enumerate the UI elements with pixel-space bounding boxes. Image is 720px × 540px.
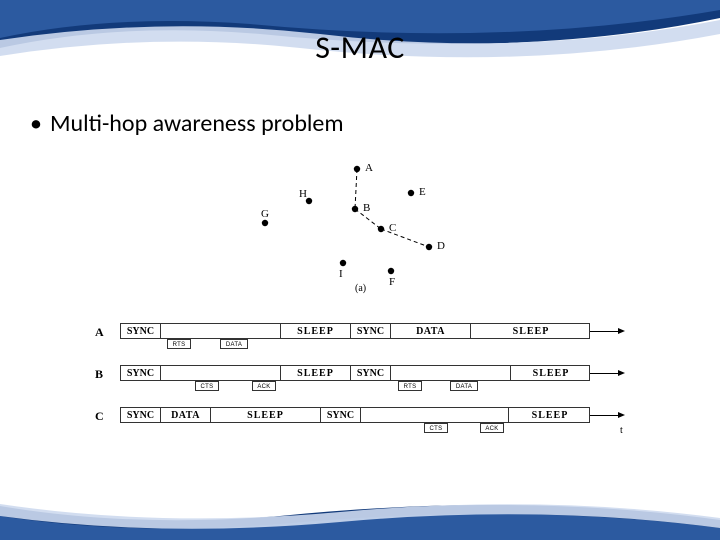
slide: S-MAC • Multi-hop awareness problem A E H B…: [0, 0, 720, 540]
timeline-segment-sync: SYNC: [321, 408, 361, 422]
bullet-marker: •: [30, 110, 42, 138]
time-axis-label: t: [620, 425, 623, 436]
network-node: [354, 166, 360, 172]
network-node-label: A: [365, 162, 373, 174]
figure-area: AEHBGCDIF(a) ASYNCSLEEPSYNCDATASLEEPRTSD…: [95, 155, 625, 475]
timeline-segment-sleep: SLEEP: [509, 408, 591, 422]
timeline-row-label: C: [95, 409, 104, 424]
timeline-segment-sync: SYNC: [121, 324, 161, 338]
network-edge: [355, 169, 357, 209]
timeline-segment-sync: SYNC: [121, 408, 161, 422]
network-node-label: B: [363, 202, 370, 214]
network-node-label: I: [339, 268, 343, 280]
timeline-segment-data: DATA: [161, 408, 211, 422]
timeline-segment-gap: [391, 366, 511, 380]
network-node: [262, 220, 268, 226]
network-node: [352, 206, 358, 212]
timeline-bar: SYNCSLEEPSYNCDATASLEEP: [120, 323, 590, 339]
timeline-segment-sync: SYNC: [351, 366, 391, 380]
timeline-segment-gap: [361, 408, 509, 422]
network-node-label: C: [389, 222, 396, 234]
bullet-row: • Multi-hop awareness problem: [30, 110, 690, 138]
bullet-text: Multi-hop awareness problem: [50, 110, 344, 138]
network-node: [378, 226, 384, 232]
timeline-smallbox: RTS: [167, 339, 191, 349]
timeline-segment-gap: [161, 366, 281, 380]
timeline-segment-sync: SYNC: [351, 324, 391, 338]
timeline-smallbox: CTS: [195, 381, 219, 391]
network-node-label: E: [419, 186, 426, 198]
timeline-row: SYNCSLEEPSYNCDATASLEEPRTSDATA: [120, 323, 630, 363]
timeline-segment-sleep: SLEEP: [471, 324, 591, 338]
network-node: [408, 190, 414, 196]
network-diagram: A E H B G C D I F (a): [95, 155, 625, 305]
timeline-bar: SYNCDATASLEEPSYNCSLEEP: [120, 407, 590, 423]
timeline-axis: [590, 373, 620, 374]
timeline-segment-sync: SYNC: [121, 366, 161, 380]
footer-decoration: [0, 498, 720, 540]
timeline-axis: [590, 331, 620, 332]
timeline-smallbox: ACK: [252, 381, 276, 391]
timeline-bar: SYNCSLEEPSYNCSLEEP: [120, 365, 590, 381]
network-node-label: G: [261, 208, 269, 220]
timeline-smallbox: DATA: [450, 381, 478, 391]
timeline-segment-sleep: SLEEP: [211, 408, 321, 422]
timeline-smallbox: ACK: [480, 423, 504, 433]
network-node-label: D: [437, 240, 445, 252]
timeline-segment-sleep: SLEEP: [281, 324, 351, 338]
timeline-segment-gap: [161, 324, 281, 338]
timeline-segment-sleep: SLEEP: [511, 366, 591, 380]
timeline-segment-sleep: SLEEP: [281, 366, 351, 380]
network-node: [426, 244, 432, 250]
timeline-axis: [590, 415, 620, 416]
network-caption: (a): [355, 283, 366, 294]
timeline-row: SYNCSLEEPSYNCSLEEPCTSACKRTSDATA: [120, 365, 630, 405]
timeline-segment-data: DATA: [391, 324, 471, 338]
slide-title: S-MAC: [0, 28, 720, 67]
arrowhead-icon: [618, 328, 625, 334]
network-node-label: F: [389, 276, 395, 288]
timeline-smallbox: DATA: [220, 339, 248, 349]
arrowhead-icon: [618, 370, 625, 376]
timeline-row-label: A: [95, 325, 104, 340]
network-node-label: H: [299, 188, 307, 200]
timeline-smallbox: CTS: [424, 423, 448, 433]
network-node: [388, 268, 394, 274]
timeline-row: SYNCDATASLEEPSYNCSLEEPCTSACKt: [120, 407, 630, 447]
arrowhead-icon: [618, 412, 625, 418]
timeline-row-label: B: [95, 367, 103, 382]
network-node: [340, 260, 346, 266]
timeline-smallbox: RTS: [398, 381, 422, 391]
